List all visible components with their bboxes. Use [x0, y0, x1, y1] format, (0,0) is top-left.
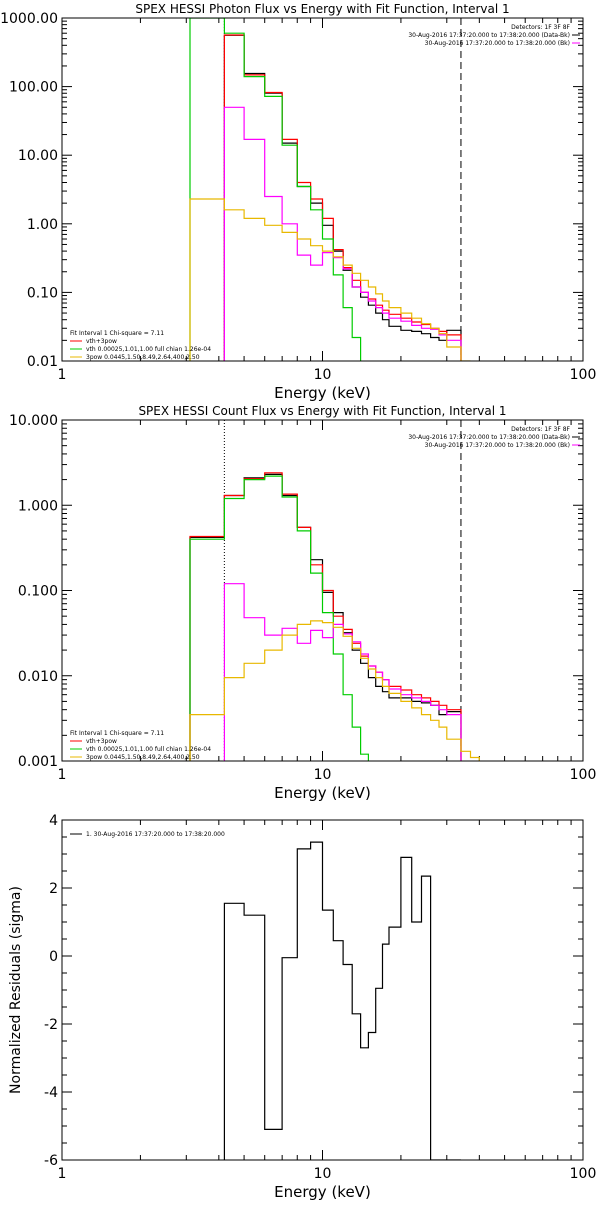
series-group [223, 841, 461, 1160]
plot-frame [61, 419, 584, 762]
fit-legend-entry: vth 0.00025,1.01,1.00 full chian 1.26e-0… [86, 346, 211, 353]
legend-top-entry: Detectors: 1F 3F 8F [511, 426, 570, 433]
y-tick-label: 0.10 [27, 285, 58, 301]
x-axis-label: Energy (keV) [274, 1183, 371, 1200]
y-tick-label: -6 [44, 1153, 58, 1169]
fit-legend-entry: vth+3pow [86, 338, 117, 345]
plot-frame [61, 17, 584, 362]
fit-legend-entry: vth+3pow [86, 738, 117, 745]
x-tick-label: 10 [314, 767, 332, 783]
x-tick-label: 1 [58, 767, 67, 783]
panel-photon: SPEX HESSI Photon Flux vs Energy with Fi… [0, 2, 596, 402]
series-0-line [223, 841, 461, 1160]
legend-top-entry: 30-Aug-2016 17:37:20.000 to 17:38:20.000… [425, 442, 570, 449]
series-group [189, 472, 480, 761]
series-3-line [223, 106, 462, 361]
y-tick-label: 0 [49, 949, 58, 965]
y-tick-label: 2 [49, 881, 58, 897]
legend-top-entry: 30-Aug-2016 17:37:20.000 to 17:38:20.000… [425, 40, 570, 47]
y-tick-label: -2 [44, 1017, 58, 1033]
y-tick-label: 0.01 [27, 354, 58, 370]
fit-legend-title: Fit Interval 1 Chi-square = 7.11 [70, 730, 164, 737]
y-tick-label: 4 [49, 813, 58, 829]
y-tick-label: 10.00 [18, 148, 58, 164]
fit-legend-entry: 3pow 0.0445,1.50,8.49,2.64,400,2.50 [86, 754, 200, 761]
legend-top-entry: Detectors: 1F 3F 8F [511, 24, 570, 31]
y-tick-label: 1000.00 [0, 11, 58, 27]
legend-entry: 1. 30-Aug-2016 17:37:20.000 to 17:38:20.… [86, 831, 225, 838]
x-tick-label: 100 [570, 767, 597, 783]
y-tick-label: 0.010 [18, 669, 58, 685]
y-tick-label: 0.100 [18, 584, 58, 600]
y-tick-label: 0.001 [18, 754, 58, 770]
fit-legend-entry: vth 0.00025,1.01,1.00 full chian 1.26e-0… [86, 746, 211, 753]
series-group [189, 18, 471, 361]
y-tick-label: 100.00 [9, 80, 58, 96]
series-4-line [189, 620, 480, 761]
x-tick-label: 1 [58, 367, 67, 383]
panel-residuals: 1 10 100 -6 -4 -2 0 2 4 Energy (keV) Normalized Re… [8, 813, 597, 1201]
x-axis-label: Energy (keV) [274, 784, 371, 802]
x-tick-label: 100 [570, 1166, 597, 1182]
series-4-line [189, 198, 471, 361]
y-tick-label: 1.00 [27, 217, 58, 233]
x-axis-label: Energy (keV) [274, 384, 371, 402]
y-tick-label: -4 [44, 1085, 58, 1101]
series-0-line [189, 473, 462, 761]
series-2-line [189, 475, 369, 761]
series-3-line [223, 583, 462, 761]
series-2-line [189, 18, 362, 361]
panel-count: SPEX HESSI Count Flux vs Energy with Fit… [9, 404, 596, 802]
x-tick-label: 10 [314, 1166, 332, 1182]
x-tick-label: 100 [570, 367, 597, 383]
chart-title: SPEX HESSI Photon Flux vs Energy with Fi… [135, 2, 509, 16]
x-tick-label: 10 [314, 367, 332, 383]
fit-legend-title: Fit Interval 1 Chi-square = 7.11 [70, 330, 164, 337]
series-1-line [223, 34, 462, 361]
legend-top-entry: 30-Aug-2016 17:37:20.000 to 17:38:20.000… [408, 32, 570, 39]
legend-top-entry: 30-Aug-2016 17:37:20.000 to 17:38:20.000… [408, 434, 570, 441]
y-tick-label: 10.000 [9, 413, 58, 429]
chart-title: SPEX HESSI Count Flux vs Energy with Fit… [138, 404, 506, 418]
series-0-line [223, 34, 462, 361]
y-tick-label: 1.000 [18, 498, 58, 514]
plot-frame [61, 819, 584, 1161]
fit-legend-entry: 3pow 0.0445,1.50,8.49,2.64,400,2.50 [86, 354, 200, 361]
y-axis-label: Normalized Residuals (sigma) [8, 886, 24, 1094]
x-tick-label: 1 [58, 1166, 67, 1182]
series-1-line [189, 472, 462, 761]
